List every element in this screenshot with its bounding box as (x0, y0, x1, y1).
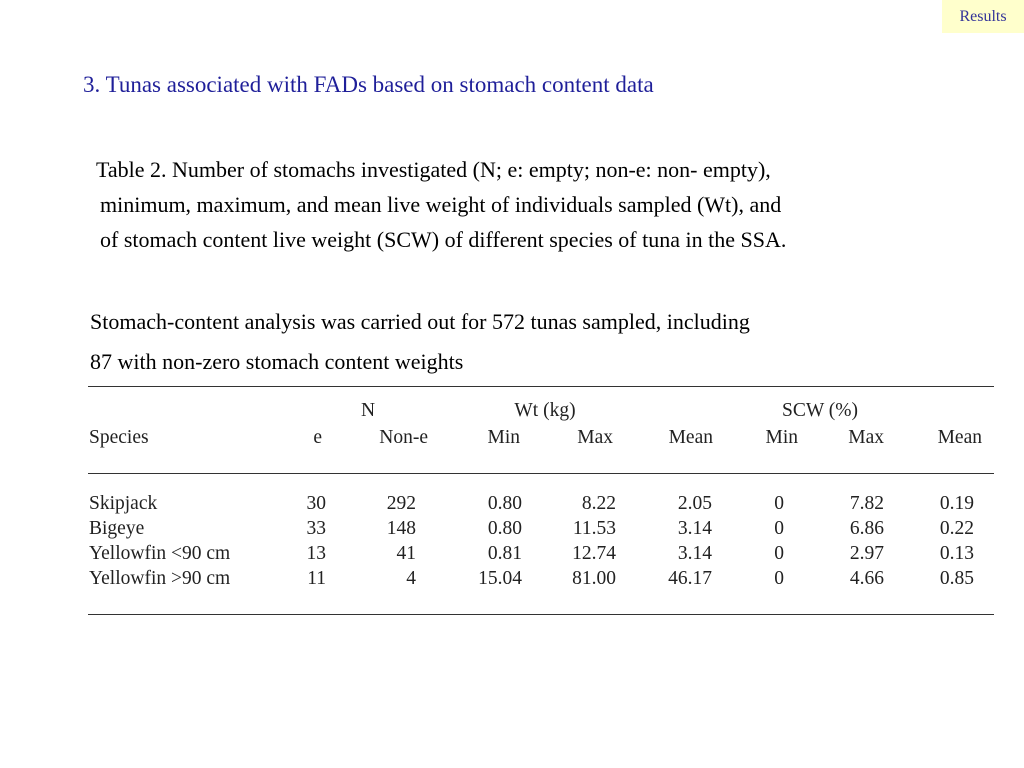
table-caption: Table 2. Number of stomachs investigated… (96, 152, 1001, 257)
species-cell: Bigeye (89, 518, 145, 539)
cell-scw-mean: 0.22 (939, 518, 974, 539)
cell-wt-max: 81.00 (572, 568, 616, 589)
table-bottom-rule (88, 614, 994, 615)
cell-wt-mean: 46.17 (668, 568, 712, 589)
cell-scw-mean: 0.19 (939, 493, 974, 514)
slide-heading: 3. Tunas associated with FADs based on s… (83, 72, 654, 97)
cell-wt-mean: 3.14 (677, 543, 712, 564)
cell-scw-max: 6.86 (849, 518, 884, 539)
group-header-n: N (360, 400, 376, 421)
cell-non-e: 41 (396, 543, 417, 564)
cell-wt-mean: 3.14 (677, 518, 712, 539)
caption-line: Table 2. Number of stomachs investigated… (96, 157, 771, 182)
group-header-wt: Wt (kg) (514, 400, 576, 421)
caption-line: of stomach content live weight (SCW) of … (100, 227, 787, 252)
column-header-scw-mean: Mean (937, 427, 982, 448)
column-header-wt-max: Max (577, 427, 613, 448)
cell-e: 30 (306, 493, 327, 514)
cell-scw-max: 2.97 (849, 543, 884, 564)
cell-wt-min: 0.80 (487, 518, 522, 539)
cell-scw-max: 7.82 (849, 493, 884, 514)
cell-wt-min: 0.80 (487, 493, 522, 514)
cell-wt-max: 12.74 (572, 543, 616, 564)
cell-non-e: 292 (386, 493, 416, 514)
group-header-scw: SCW (%) (781, 400, 858, 421)
caption-line: minimum, maximum, and mean live weight o… (100, 192, 782, 217)
cell-non-e: 148 (386, 518, 416, 539)
cell-scw-min: 0 (774, 493, 784, 514)
summary-line: Stomach-content analysis was carried out… (90, 309, 750, 334)
column-header-scw-min: Min (765, 427, 798, 448)
cell-e: 11 (307, 568, 326, 589)
cell-e: 13 (306, 543, 327, 564)
column-header-e: e (313, 427, 322, 448)
column-header-non-e: Non-e (379, 427, 428, 448)
cell-scw-min: 0 (774, 518, 784, 539)
column-header-scw-max: Max (848, 427, 884, 448)
cell-wt-mean: 2.05 (677, 493, 712, 514)
species-cell: Yellowfin >90 cm (89, 568, 231, 589)
summary-text: Stomach-content analysis was carried out… (90, 302, 750, 382)
cell-wt-max: 8.22 (581, 493, 616, 514)
cell-wt-min: 15.04 (478, 568, 522, 589)
results-badge: Results (942, 0, 1024, 33)
column-header-wt-min: Min (487, 427, 520, 448)
column-header-species: Species (89, 427, 149, 448)
cell-e: 33 (306, 518, 327, 539)
cell-wt-max: 11.53 (572, 518, 616, 539)
table-header-rule (88, 473, 994, 474)
cell-scw-max: 4.66 (849, 568, 884, 589)
column-header-wt-mean: Mean (668, 427, 713, 448)
summary-line: 87 with non-zero stomach content weights (90, 349, 464, 374)
cell-scw-mean: 0.85 (939, 568, 974, 589)
table-top-rule (88, 386, 994, 387)
cell-wt-min: 0.81 (487, 543, 522, 564)
cell-scw-min: 0 (774, 568, 784, 589)
species-cell: Yellowfin <90 cm (89, 543, 231, 564)
cell-scw-mean: 0.13 (939, 543, 974, 564)
species-cell: Skipjack (89, 493, 158, 514)
cell-scw-min: 0 (774, 543, 784, 564)
cell-non-e: 4 (406, 568, 416, 589)
